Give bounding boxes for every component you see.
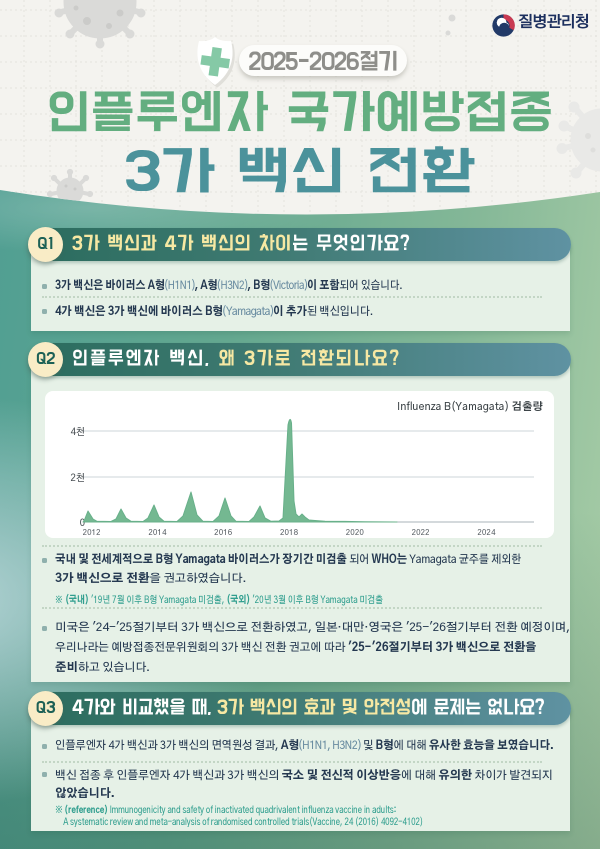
svg-text:2018: 2018 — [280, 528, 298, 537]
svg-text:2024: 2024 — [477, 528, 496, 537]
svg-text:4천: 4천 — [70, 427, 85, 437]
svg-text:Influenza B(Yamagata) 검출량: Influenza B(Yamagata) 검출량 — [397, 400, 543, 413]
svg-text:2022: 2022 — [411, 528, 429, 537]
svg-text:2016: 2016 — [214, 528, 232, 537]
svg-text:2012: 2012 — [82, 528, 100, 537]
svg-text:2014: 2014 — [148, 528, 167, 537]
svg-text:2020: 2020 — [346, 528, 364, 537]
svg-text:0: 0 — [80, 518, 85, 528]
svg-text:2천: 2천 — [70, 473, 85, 483]
